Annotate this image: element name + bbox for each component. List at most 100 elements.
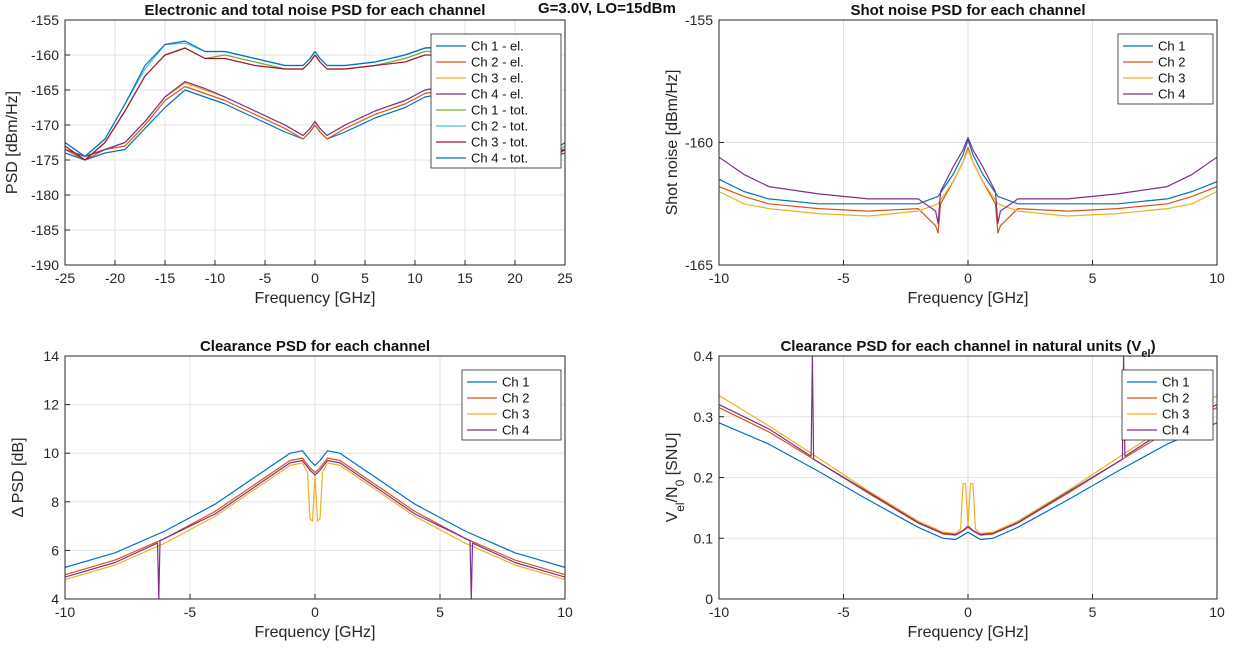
series-group (65, 450, 565, 599)
x-tick-label: -15 (155, 270, 175, 286)
x-tick-label: 0 (964, 270, 972, 286)
legend-entry: Ch 2 (1158, 55, 1185, 70)
y-tick-label: 0.3 (694, 409, 714, 425)
y-tick-label: -190 (31, 257, 59, 273)
x-tick-label: 25 (557, 270, 573, 286)
x-tick-label: 5 (1089, 270, 1097, 286)
y-tick-label: 6 (51, 542, 59, 558)
y-label-part: el (673, 502, 687, 511)
x-tick-label: 5 (361, 270, 369, 286)
chart-title: Clearance PSD for each channel in natura… (780, 338, 1155, 360)
y-tick-label: 10 (43, 445, 59, 461)
y-tick-label: -180 (31, 187, 59, 203)
axes-box (718, 355, 1218, 600)
y-tick-label: -155 (31, 12, 59, 28)
y-tick-label: -165 (685, 257, 713, 273)
chart-title: Clearance PSD for each channel (200, 338, 430, 355)
axes-box (64, 355, 566, 600)
x-tick-label: -25 (55, 270, 75, 286)
chart-title: Electronic and total noise PSD for each … (145, 2, 486, 19)
y-axis-label: Δ PSD [dB] (10, 437, 27, 517)
p1-panel: -25 -20 -15 -10 -5 0 5 10 15 20 25 -190 -185 -180 -175… (4, 2, 573, 307)
legend-entry: Ch 1 - tot. (471, 103, 528, 118)
chart-title: Shot noise PSD for each channel (850, 2, 1085, 19)
y-tick-label: -165 (31, 82, 59, 98)
axes-box (718, 19, 1218, 266)
series-line-2 (719, 407, 1217, 536)
x-tick-label: -10 (709, 604, 729, 620)
p2-panel: -10 -5 0 5 10 -165 -160 -155 Shot noise PSD for … (664, 2, 1225, 307)
y-axis-label: PSD [dBm/Hz] (4, 91, 21, 194)
legend: Ch 1Ch 2Ch 3Ch 4 (461, 369, 562, 441)
legend-entry: Ch 1 (502, 375, 529, 390)
x-tick-label: 10 (557, 604, 573, 620)
x-tick-label: -20 (105, 270, 125, 286)
x-tick-label: 10 (407, 270, 423, 286)
legend-entry: Ch 3 (1158, 71, 1185, 86)
series-line-1 (719, 139, 1217, 205)
legend-box (430, 33, 562, 169)
x-axis-label: Frequency [GHz] (255, 624, 376, 641)
legend-entry: Ch 3 - el. (471, 71, 524, 86)
y-tick-label: 4 (51, 591, 59, 607)
legend-entry: Ch 1 (1162, 375, 1189, 390)
legend: Ch 1Ch 2Ch 3Ch 4 (1121, 369, 1214, 441)
legend-entry: Ch 1 (1158, 39, 1185, 54)
y-tick-label: -155 (685, 12, 713, 28)
x-tick-label: 20 (507, 270, 523, 286)
x-tick-label: -5 (837, 604, 850, 620)
series-line-2 (719, 146, 1217, 234)
x-tick-label: 0 (311, 604, 319, 620)
y-label-part: [SNU] (664, 433, 681, 480)
x-tick-label: 10 (1209, 604, 1225, 620)
y-tick-label: 0.4 (694, 348, 714, 364)
y-tick-label: 0.1 (694, 530, 714, 546)
title-text: Clearance PSD for each channel in natura… (780, 338, 1141, 355)
axes-box (64, 19, 566, 266)
p3-panel: -10 -5 0 5 10 4 6 8 10 12 14 Clearance PSD for each… (10, 338, 573, 641)
x-tick-label: -10 (55, 604, 75, 620)
y-label-part: 0 (673, 479, 687, 486)
x-tick-label: -5 (184, 604, 197, 620)
y-tick-label: -160 (685, 135, 713, 151)
x-tick-label: 0 (311, 270, 319, 286)
series-group (719, 137, 1217, 234)
legend-entry: Ch 2 (1162, 391, 1189, 406)
y-tick-label: 12 (43, 397, 59, 413)
series-line-1 (65, 450, 565, 568)
y-tick-label: -175 (31, 152, 59, 168)
y-tick-label: 0 (705, 591, 713, 607)
legend-entry: Ch 2 - tot. (471, 119, 528, 134)
x-tick-label: -5 (837, 270, 850, 286)
series-line-4 (719, 137, 1217, 224)
y-tick-label: -170 (31, 117, 59, 133)
y-axis-label: Vel/N0 [SNU] (664, 433, 687, 523)
legend-entry: Ch 4 - tot. (471, 151, 528, 166)
x-tick-label: 5 (436, 604, 444, 620)
y-label-part: /N (664, 486, 681, 502)
legend-entry: Ch 2 (502, 391, 529, 406)
legend-entry: Ch 4 (1158, 87, 1185, 102)
series-line-1 (719, 422, 1217, 541)
legend-entry: Ch 3 (502, 407, 529, 422)
y-label-part: V (664, 511, 681, 522)
legend: Ch 1 - el.Ch 2 - el.Ch 3 - el.Ch 4 - el.… (430, 33, 562, 169)
x-tick-label: -5 (259, 270, 272, 286)
y-axis-label: Shot noise [dBm/Hz] (664, 70, 681, 216)
y-tick-label: 0.2 (694, 470, 714, 486)
x-axis-label: Frequency [GHz] (255, 290, 376, 307)
series-line-2 (65, 457, 565, 576)
legend-entry: Ch 4 (502, 423, 529, 438)
legend-entry: Ch 4 (1162, 423, 1189, 438)
y-tick-label: 8 (51, 494, 59, 510)
x-axis-label: Frequency [GHz] (908, 290, 1029, 307)
title-subscript: el (1141, 348, 1150, 360)
y-tick-label: -160 (31, 47, 59, 63)
x-tick-label: 10 (1209, 270, 1225, 286)
x-tick-label: 15 (457, 270, 473, 286)
y-tick-label: -185 (31, 222, 59, 238)
y-tick-label: 14 (43, 348, 59, 364)
x-tick-label: 5 (1089, 604, 1097, 620)
legend-entry: Ch 1 - el. (471, 39, 524, 54)
